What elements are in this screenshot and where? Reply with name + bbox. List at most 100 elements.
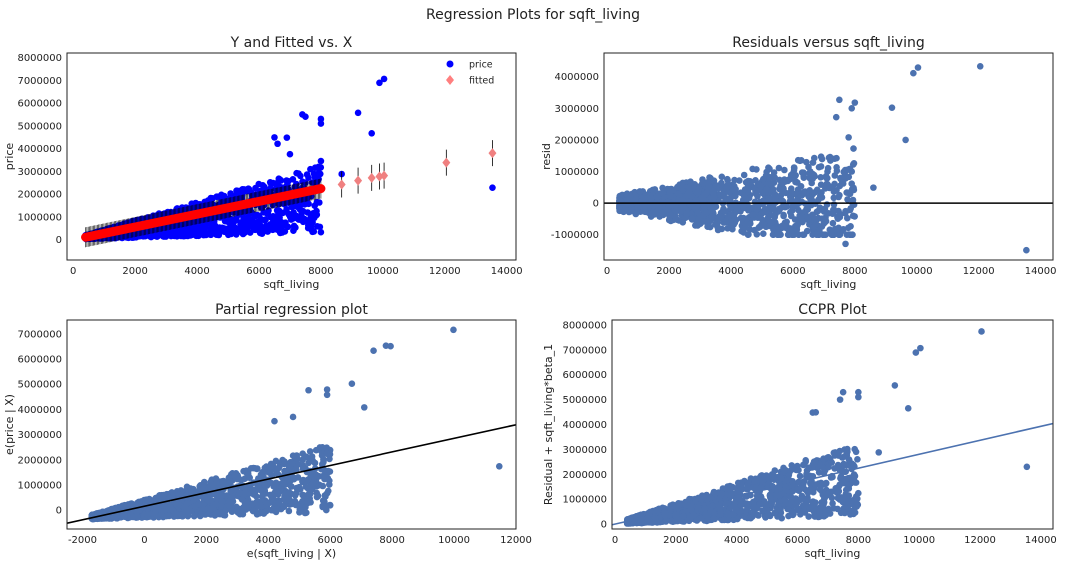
- series-line-2: [67, 423, 516, 524]
- cloud-point: [741, 186, 749, 193]
- cloud-point: [673, 206, 680, 214]
- cloud-point: [218, 497, 225, 505]
- cloud-point: [743, 215, 750, 222]
- cloud-point: [280, 496, 288, 503]
- cloud-point: [724, 177, 731, 184]
- data-point: [323, 391, 331, 399]
- cloud-point: [679, 179, 687, 187]
- y-tick-label: 0: [56, 235, 62, 246]
- data-point: [450, 326, 457, 334]
- x-tick-label: 6000: [317, 535, 342, 546]
- cloud-point: [309, 228, 316, 236]
- cloud-point: [252, 184, 259, 192]
- cloud-point: [301, 509, 309, 517]
- y-tick-label: 1000000: [17, 480, 62, 491]
- data-point: [495, 463, 503, 470]
- cloud-point: [674, 183, 681, 191]
- cloud-point: [238, 496, 246, 503]
- cloud-point: [752, 177, 759, 184]
- cloud-point: [827, 229, 835, 237]
- cloud-point: [788, 212, 795, 220]
- cloud-point: [714, 226, 722, 234]
- y-tick-label: 3000000: [554, 104, 599, 115]
- cloud-point: [311, 202, 319, 209]
- cloud-point: [651, 186, 659, 193]
- cloud-point: [783, 177, 790, 184]
- data-point: [842, 240, 849, 248]
- y-tick-label: -1000000: [551, 230, 599, 241]
- cloud-point: [226, 216, 234, 223]
- cloud-point: [844, 196, 851, 203]
- x-tick-label: 2000: [122, 266, 147, 277]
- x-tick-label: 0: [141, 535, 147, 546]
- x-axis-label: sqft_living: [264, 278, 320, 291]
- cloud-point: [213, 193, 220, 200]
- cloud-point: [766, 173, 773, 181]
- subplot-title: Y and Fitted vs. X: [230, 35, 353, 51]
- cloud-point: [771, 467, 779, 474]
- cloud-point: [236, 489, 244, 497]
- cloud-point: [667, 212, 674, 219]
- cloud-point: [818, 215, 826, 222]
- cloud-point: [143, 510, 151, 518]
- cloud-point: [167, 503, 174, 511]
- cloud-point: [256, 500, 264, 508]
- cloud-point: [167, 232, 175, 240]
- cloud-point: [199, 217, 206, 224]
- subplot-2: 0 2000 4000 6000 8000 10000 12000 14000-1000000…: [540, 35, 1057, 291]
- cloud-point: [264, 468, 272, 476]
- legend-marker: [446, 75, 454, 85]
- cloud-point: [275, 220, 283, 228]
- cloud-point: [760, 175, 767, 183]
- x-tick-label: 8000: [379, 535, 404, 546]
- cloud-point: [308, 455, 315, 462]
- y-tick-label: 6000000: [17, 355, 62, 366]
- cloud-point: [736, 177, 743, 184]
- cloud-point: [795, 231, 802, 238]
- cloud-point: [659, 209, 666, 217]
- cloud-point: [801, 509, 809, 516]
- cloud-point: [212, 510, 220, 517]
- cloud-point: [822, 231, 829, 238]
- cloud-point: [302, 478, 310, 485]
- cloud-point: [210, 484, 218, 492]
- cloud-point: [275, 207, 283, 215]
- cloud-point: [830, 206, 837, 214]
- fitted-line: [81, 184, 326, 242]
- cloud-point: [850, 184, 857, 192]
- cloud-point: [803, 158, 810, 166]
- cloud-point: [706, 223, 714, 231]
- plot-area: [81, 75, 497, 248]
- plot-area: [612, 328, 1053, 527]
- cloud-point: [218, 502, 225, 510]
- cloud-point: [694, 209, 702, 216]
- cloud-point: [275, 499, 283, 507]
- fitted-point: [380, 170, 389, 181]
- cloud-point: [713, 182, 721, 190]
- cloud-point: [201, 478, 208, 486]
- y-tick-label: 2000000: [17, 190, 62, 201]
- cloud-point: [634, 204, 641, 212]
- cloud-point: [770, 226, 777, 233]
- cloud-point: [800, 189, 807, 196]
- cloud-point: [316, 444, 324, 451]
- cloud-point: [785, 227, 793, 235]
- cloud-point: [798, 213, 806, 221]
- cloud-point: [280, 503, 288, 511]
- cloud-point: [706, 174, 713, 181]
- y-tick-label: 1000000: [554, 167, 599, 178]
- cloud-point: [814, 207, 822, 215]
- cloud-point: [850, 145, 857, 152]
- y-tick-label: 7000000: [17, 76, 62, 87]
- cloud-point: [256, 217, 264, 225]
- cloud-point: [307, 490, 314, 498]
- y-tick-label: 7000000: [17, 329, 62, 340]
- cloud-point: [851, 509, 859, 516]
- data-point: [317, 115, 325, 123]
- cloud-point: [317, 170, 324, 178]
- cloud-point: [824, 168, 831, 175]
- cloud-point: [133, 513, 141, 520]
- cloud-point: [241, 186, 248, 193]
- cloud-point: [774, 231, 781, 238]
- y-axis-label: price: [3, 143, 16, 171]
